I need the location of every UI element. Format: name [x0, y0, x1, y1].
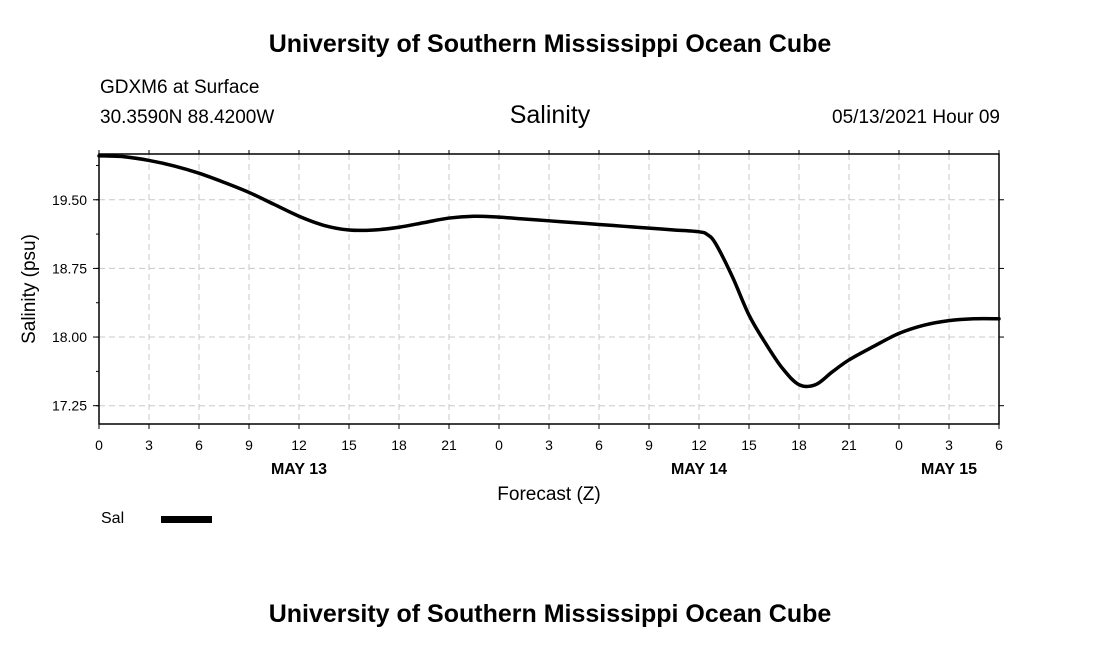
x-date-label: MAY 13: [271, 461, 327, 478]
chart-title: Salinity: [509, 101, 591, 129]
x-tick-label: 0: [895, 437, 903, 453]
x-tick-label: 3: [545, 437, 553, 453]
datetime-label: 05/13/2021 Hour 09: [832, 107, 1000, 128]
x-date-label: MAY 15: [921, 461, 977, 478]
x-tick-label: 12: [291, 437, 307, 453]
y-tick-label: 19.50: [52, 192, 87, 208]
x-tick-label: 9: [245, 437, 253, 453]
x-tick-label: 15: [341, 437, 357, 453]
x-tick-label: 18: [391, 437, 407, 453]
y-tick-label: 18.75: [52, 260, 87, 276]
legend-swatch: [161, 516, 212, 523]
x-tick-label: 3: [945, 437, 953, 453]
y-tick-label: 17.25: [52, 398, 87, 414]
x-tick-label: 12: [691, 437, 707, 453]
y-axis-label: Salinity (psu): [19, 234, 40, 344]
top-title: University of Southern Mississippi Ocean…: [268, 30, 832, 58]
x-tick-label: 3: [145, 437, 153, 453]
bottom-title: University of Southern Mississippi Ocean…: [268, 600, 832, 628]
x-axis-label: Forecast (Z): [497, 484, 600, 505]
y-tick-label: 18.00: [52, 329, 87, 345]
x-tick-label: 6: [595, 437, 603, 453]
x-tick-label: 0: [95, 437, 103, 453]
series-line-sal: [97, 154, 1001, 389]
x-tick-label: 15: [741, 437, 757, 453]
legend-label: Sal: [101, 510, 125, 527]
x-date-label: MAY 14: [671, 461, 727, 478]
station-label: GDXM6 at Surface: [100, 77, 260, 98]
x-tick-label: 18: [791, 437, 807, 453]
x-tick-label: 6: [195, 437, 203, 453]
coordinates-label: 30.3590N 88.4200W: [100, 107, 275, 128]
x-tick-label: 0: [495, 437, 503, 453]
x-tick-label: 21: [841, 437, 857, 453]
x-tick-label: 9: [645, 437, 653, 453]
x-tick-label: 21: [441, 437, 457, 453]
x-tick-label: 6: [995, 437, 1003, 453]
